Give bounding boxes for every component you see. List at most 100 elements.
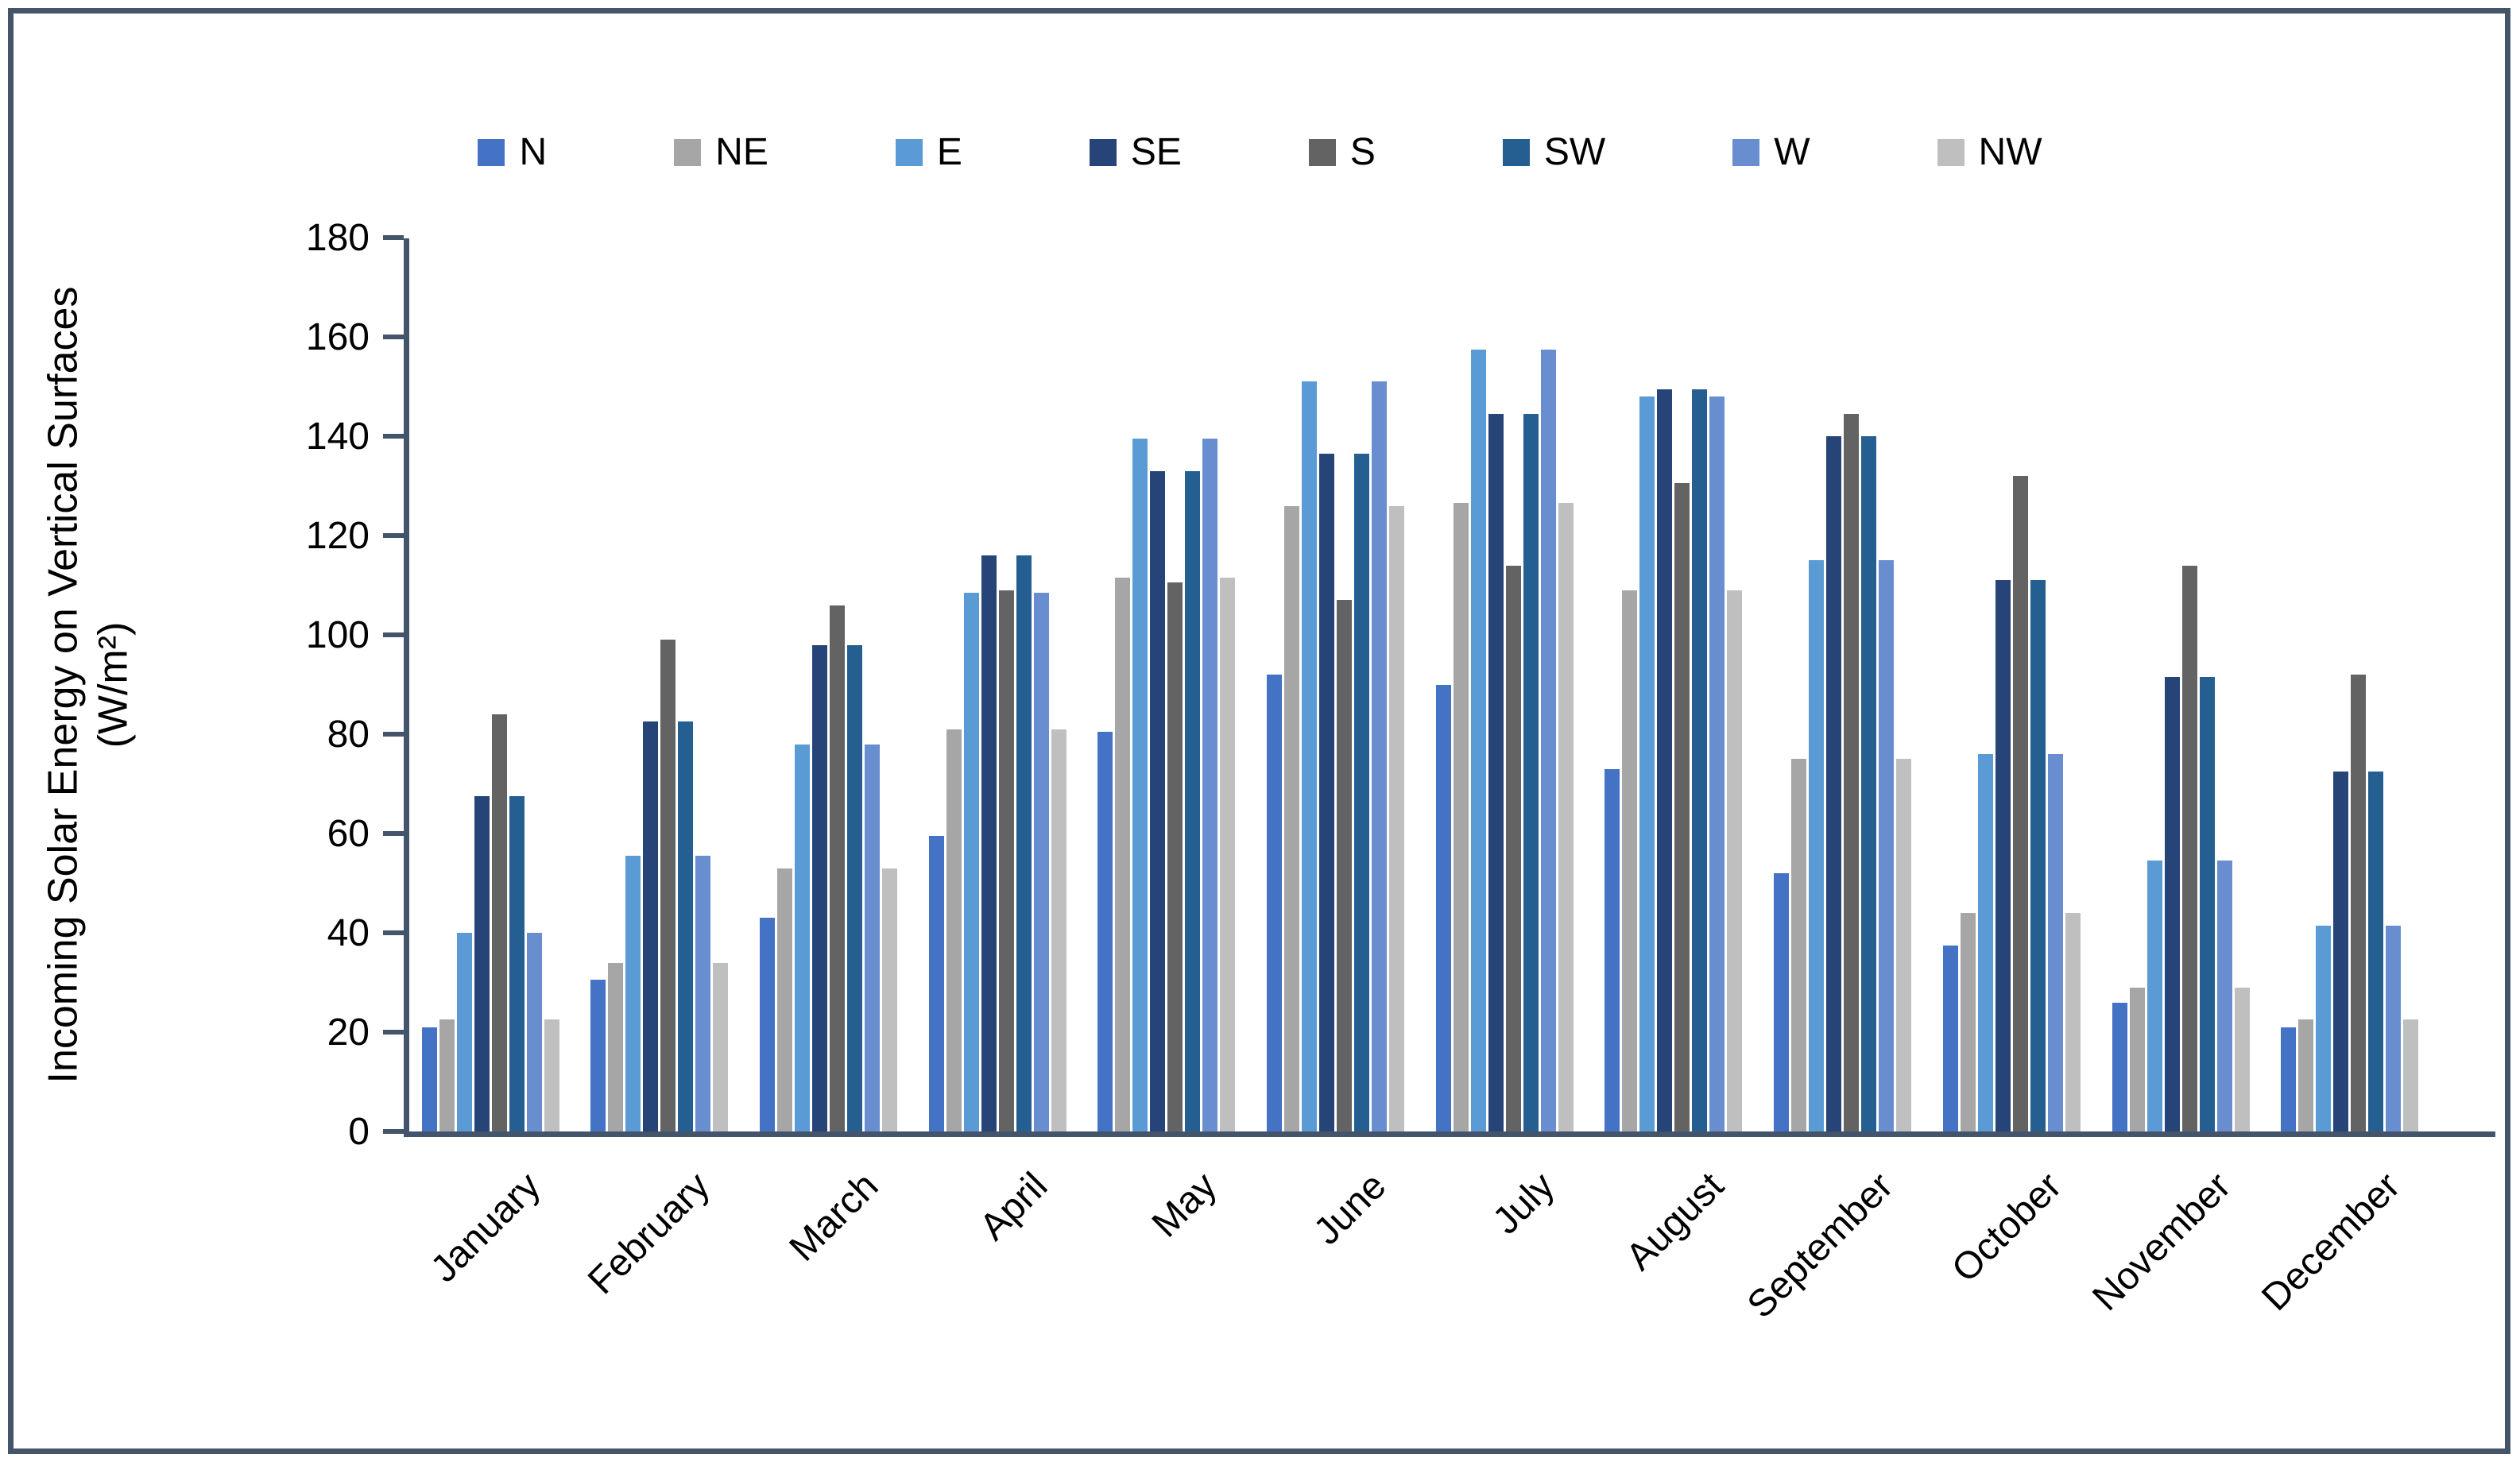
- y-axis-tick-label-40: 40: [327, 912, 370, 954]
- y-axis-tick-label-20: 20: [327, 1011, 370, 1054]
- y-axis-tick-label-80: 80: [327, 714, 370, 756]
- legend-swatch-nw: [1937, 139, 1965, 166]
- bar-july-s: [1505, 565, 1521, 1131]
- y-axis-tick-80: [383, 732, 404, 737]
- bar-august-n: [1605, 768, 1620, 1131]
- bar-january-ne: [439, 1019, 455, 1131]
- bar-january-e: [456, 933, 472, 1131]
- legend-item-n: N: [478, 133, 547, 172]
- bar-group-march: [759, 238, 897, 1131]
- bar-february-s: [660, 640, 676, 1131]
- bar-november-sw: [2199, 677, 2215, 1131]
- bar-november-s: [2181, 565, 2197, 1131]
- legend-swatch-n: [478, 139, 505, 166]
- legend-swatch-e: [895, 139, 923, 166]
- legend-label-s: S: [1349, 131, 1376, 173]
- bar-may-e: [1132, 439, 1148, 1131]
- bar-september-n: [1774, 873, 1790, 1131]
- bar-december-se: [2333, 771, 2349, 1131]
- legend-swatch-se: [1089, 139, 1117, 166]
- bar-june-sw: [1354, 453, 1369, 1131]
- bar-march-nw: [881, 868, 897, 1131]
- legend-label-n: N: [519, 131, 548, 173]
- y-axis-title: Incoming Solar Energy on Vertical Surfac…: [39, 89, 140, 1281]
- bar-group-november: [2112, 238, 2250, 1131]
- legend-label-sw: SW: [1543, 131, 1606, 173]
- bar-june-s: [1337, 600, 1352, 1131]
- bar-september-e: [1809, 560, 1825, 1131]
- bar-may-nw: [1220, 578, 1236, 1131]
- bar-november-ne: [2129, 987, 2145, 1131]
- bar-august-sw: [1692, 389, 1708, 1131]
- y-axis-tick-40: [383, 930, 404, 935]
- legend-label-nw: NW: [1978, 131, 2042, 173]
- y-axis-tick-120: [383, 533, 404, 538]
- y-axis-tick-100: [383, 632, 404, 637]
- bar-june-n: [1267, 675, 1282, 1131]
- bar-group-june: [1267, 238, 1404, 1131]
- bar-group-october: [1942, 238, 2081, 1131]
- legend-item-ne: NE: [674, 133, 768, 172]
- bar-april-sw: [1016, 555, 1032, 1131]
- bar-group-august: [1605, 238, 1743, 1131]
- chart-border-frame: [8, 8, 2510, 1454]
- bar-january-sw: [509, 796, 525, 1131]
- legend-swatch-w: [1732, 139, 1760, 166]
- bar-april-ne: [946, 729, 962, 1131]
- bar-november-nw: [2234, 987, 2250, 1131]
- y-axis-tick-label-0: 0: [348, 1111, 370, 1153]
- bar-december-n: [2281, 1027, 2297, 1131]
- bar-group-july: [1435, 238, 1574, 1131]
- bar-september-ne: [1791, 759, 1807, 1131]
- bar-august-se: [1657, 389, 1673, 1131]
- bar-february-nw: [713, 962, 729, 1131]
- bar-january-w: [526, 933, 542, 1131]
- bar-september-w: [1879, 560, 1895, 1131]
- bar-october-w: [2047, 754, 2063, 1131]
- bar-october-ne: [1960, 913, 1976, 1131]
- y-axis-tick-60: [383, 831, 404, 836]
- legend-label-ne: NE: [715, 131, 768, 173]
- bar-march-e: [794, 744, 810, 1131]
- y-axis-tick-label-160: 160: [305, 316, 370, 358]
- bar-december-e: [2316, 925, 2332, 1131]
- bar-group-september: [1774, 238, 1912, 1131]
- bar-group-may: [1097, 238, 1236, 1131]
- bar-july-nw: [1558, 503, 1574, 1131]
- bar-december-s: [2351, 675, 2367, 1131]
- y-axis-title-line1: Incoming Solar Energy on Vertical Surfac…: [40, 286, 87, 1084]
- bar-november-n: [2112, 1002, 2127, 1131]
- bar-july-se: [1488, 413, 1504, 1131]
- bar-august-e: [1639, 396, 1655, 1131]
- bar-july-e: [1470, 349, 1486, 1131]
- legend-item-sw: SW: [1502, 131, 1606, 173]
- bar-february-se: [643, 721, 659, 1131]
- bar-may-w: [1202, 439, 1218, 1131]
- y-axis-tick-180: [383, 235, 404, 240]
- bar-july-w: [1540, 349, 1556, 1131]
- bar-march-se: [811, 644, 827, 1131]
- legend-label-e: E: [936, 131, 962, 173]
- bar-september-nw: [1896, 759, 1912, 1131]
- bar-june-nw: [1389, 505, 1404, 1131]
- legend-swatch-ne: [674, 139, 702, 166]
- y-axis-title-line2: (W/m²): [91, 621, 137, 748]
- bar-april-s: [998, 590, 1014, 1131]
- bar-july-n: [1435, 684, 1451, 1131]
- chart-legend: N NE E SE S SW W NW: [0, 133, 2520, 172]
- bar-september-se: [1826, 436, 1842, 1131]
- bar-march-w: [864, 744, 880, 1131]
- bar-january-nw: [544, 1019, 559, 1131]
- legend-swatch-sw: [1502, 139, 1530, 166]
- bar-january-se: [474, 796, 490, 1131]
- bar-june-w: [1372, 381, 1387, 1131]
- legend-swatch-s: [1308, 139, 1336, 166]
- bar-march-n: [759, 918, 775, 1131]
- y-axis-tick-0: [383, 1129, 404, 1134]
- bar-april-se: [981, 555, 997, 1131]
- bar-august-s: [1674, 483, 1690, 1131]
- bar-december-ne: [2298, 1019, 2314, 1131]
- bar-group-april: [928, 238, 1066, 1131]
- bar-october-sw: [2030, 580, 2046, 1131]
